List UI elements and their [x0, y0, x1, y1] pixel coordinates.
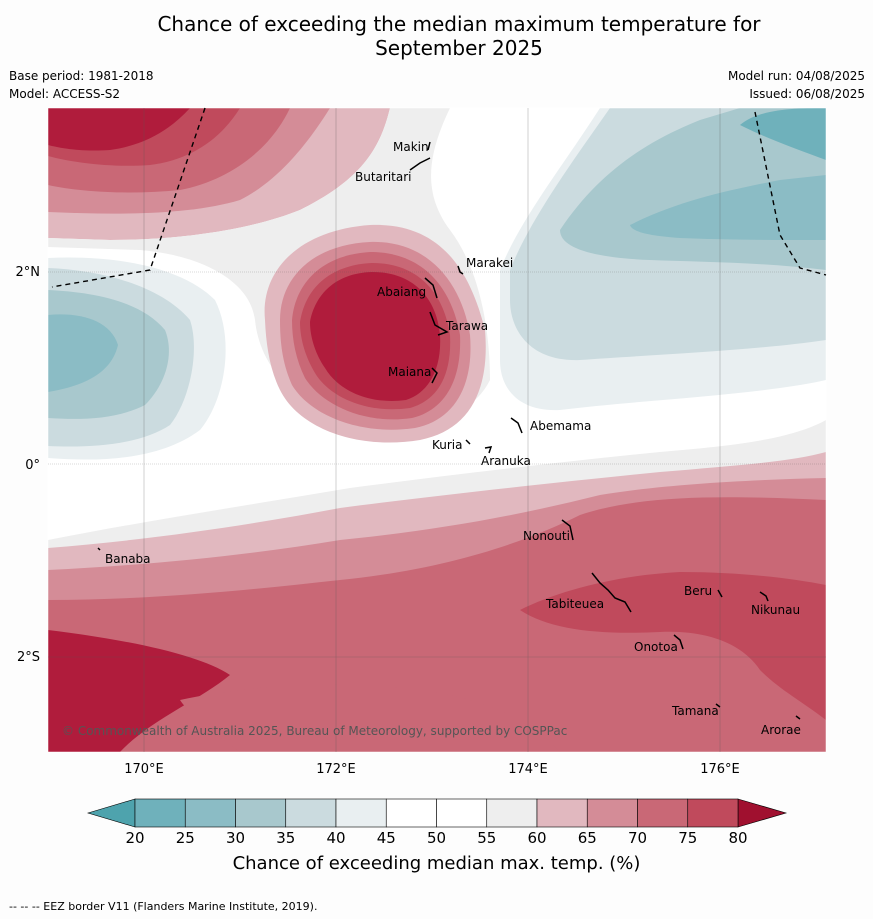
island-labels: Makin Butaritari Marakei Abaiang Tarawa Maian…	[105, 140, 801, 737]
issued-date: Issued: 06/08/2025	[749, 87, 865, 101]
lon-label: 172°E	[316, 762, 356, 777]
eez-border	[51, 107, 827, 288]
copyright-text: © Commonwealth of Australia 2025, Bureau…	[62, 724, 567, 738]
colorbar-segment	[637, 798, 689, 828]
colorbar-tick: 70	[628, 829, 647, 847]
lon-label: 170°E	[124, 762, 164, 777]
colorbar-tick: 50	[427, 829, 446, 847]
colorbar-segment	[436, 798, 488, 828]
lon-labels: 170°E 172°E 174°E 176°E	[124, 762, 740, 777]
colorbar-tick: 65	[578, 829, 597, 847]
colorbar-tick: 60	[527, 829, 546, 847]
lon-label: 174°E	[508, 762, 548, 777]
colorbar-segment	[134, 798, 186, 828]
island-label: Butaritari	[355, 170, 412, 184]
colorbar-tick: 80	[728, 829, 747, 847]
meta-right: Model run: 04/08/2025 Issued: 06/08/2025	[728, 67, 865, 103]
island-label: Marakei	[466, 256, 513, 270]
chart-title: Chance of exceeding the median maximum t…	[0, 12, 873, 60]
base-period: Base period: 1981-2018	[9, 69, 154, 83]
colorbar-segment	[335, 798, 387, 828]
model-name: Model: ACCESS-S2	[9, 87, 121, 101]
colorbar-segment	[486, 798, 538, 828]
lon-label: 176°E	[700, 762, 740, 777]
footnote: -- -- -- EEZ border V11 (Flanders Marine…	[9, 900, 318, 913]
island-label: Onotoa	[634, 640, 678, 654]
colorbar-tick: 25	[176, 829, 195, 847]
colorbar-tick: 55	[477, 829, 496, 847]
colorbar-segment	[586, 798, 638, 828]
colorbar-extend-high	[737, 798, 788, 828]
probability-contours	[48, 108, 826, 752]
island-label: Aranuka	[481, 454, 531, 468]
colorbar-tick: 75	[678, 829, 697, 847]
gridlines	[48, 108, 826, 752]
island-label: Kuria	[432, 438, 463, 452]
island-label: Maiana	[388, 365, 431, 379]
island-label: Tamana	[671, 704, 719, 718]
lat-label: 2°N	[16, 265, 41, 280]
colorbar-label: Chance of exceeding median max. temp. (%…	[232, 853, 641, 874]
colorbar-segment	[536, 798, 588, 828]
meta-left: Base period: 1981-2018 Model: ACCESS-S2	[9, 67, 154, 103]
island-label: Makin	[393, 140, 429, 154]
lat-label: 2°S	[17, 650, 40, 665]
colorbar-segment	[385, 798, 437, 828]
colorbar: 20 25 30 35 40 45 50 55 60 65 70 75 80	[86, 798, 788, 847]
colorbar-tick: 35	[276, 829, 295, 847]
lat-label: 0°	[25, 458, 40, 473]
colorbar-segment	[285, 798, 337, 828]
island-label: Banaba	[105, 552, 151, 566]
island-label: Arorae	[761, 723, 801, 737]
title-line-2: September 2025	[375, 36, 543, 60]
colorbar-segment	[687, 798, 739, 828]
model-run: Model run: 04/08/2025	[727, 69, 865, 83]
island-label: Tabiteuea	[545, 597, 604, 611]
colorbar-segment	[184, 798, 236, 828]
island-label: Tarawa	[445, 319, 488, 333]
colorbar-tick: 40	[326, 829, 345, 847]
colorbar-tick: 30	[226, 829, 245, 847]
colorbar-tick: 45	[377, 829, 396, 847]
colorbar-segment	[235, 798, 287, 828]
map-frame	[47, 107, 827, 753]
island-label: Abaiang	[377, 285, 426, 299]
colorbar-tick: 20	[125, 829, 144, 847]
title-line-1: Chance of exceeding the median maximum t…	[157, 12, 761, 36]
island-label: Abemama	[530, 419, 591, 433]
island-label: Beru	[684, 584, 712, 598]
island-outlines	[97, 141, 801, 720]
island-label: Nikunau	[751, 603, 800, 617]
island-label: Nonouti	[523, 529, 570, 543]
colorbar-extend-low	[86, 798, 136, 828]
lat-labels: 2°N 0° 2°S	[16, 265, 41, 665]
